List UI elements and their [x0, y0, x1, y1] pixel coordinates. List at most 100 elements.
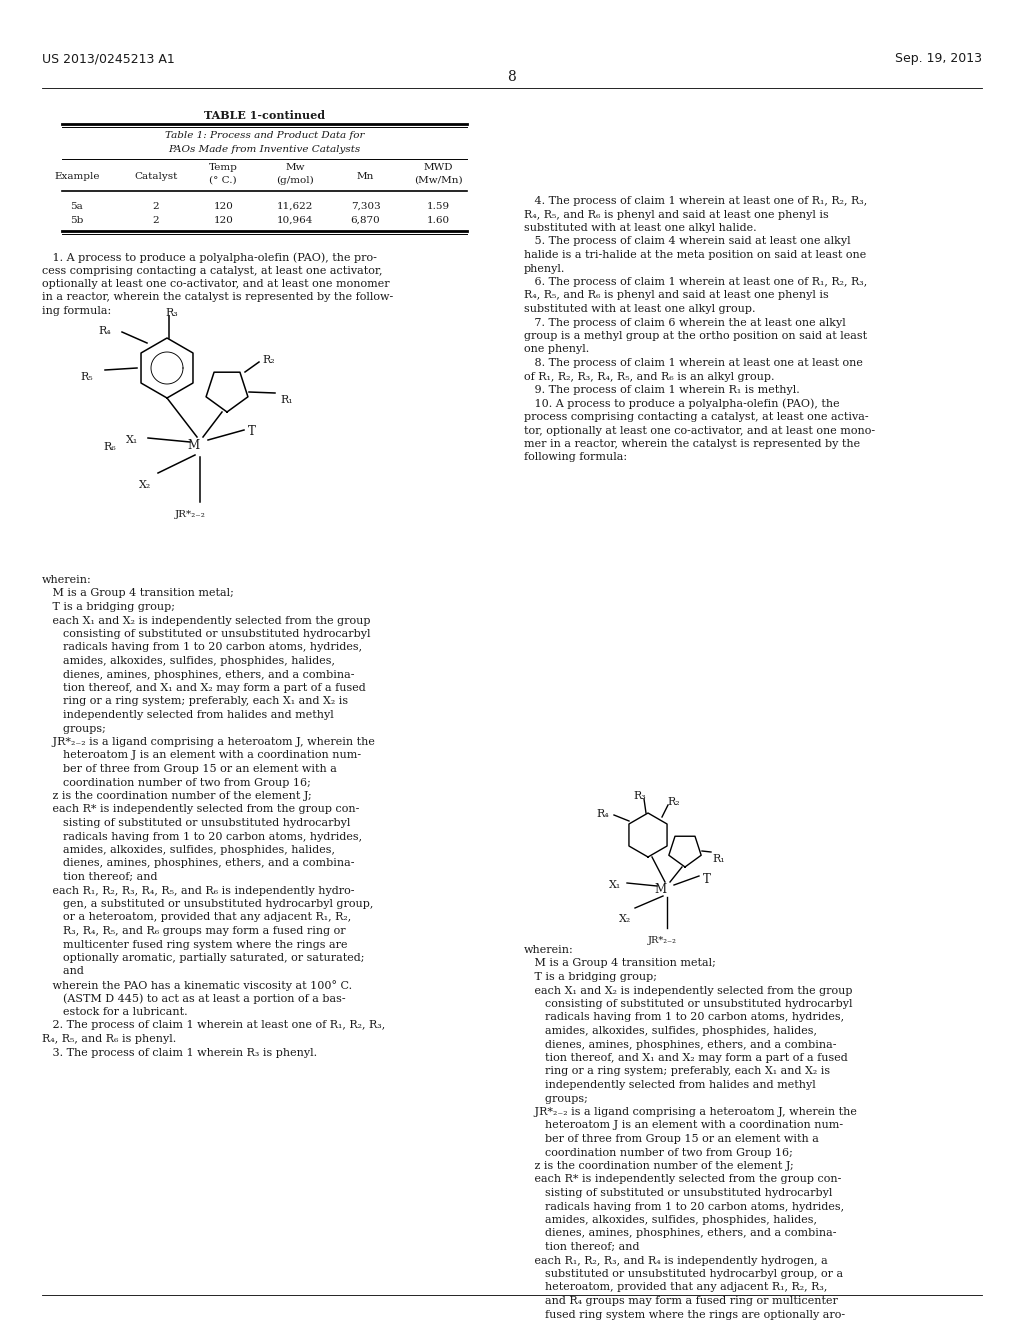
Text: cess comprising contacting a catalyst, at least one activator,: cess comprising contacting a catalyst, a… — [42, 265, 383, 276]
Text: z is the coordination number of the element J;: z is the coordination number of the elem… — [42, 791, 311, 801]
Text: R₄, R₅, and R₆ is phenyl.: R₄, R₅, and R₆ is phenyl. — [42, 1034, 176, 1044]
Text: M is a Group 4 transition metal;: M is a Group 4 transition metal; — [524, 958, 716, 969]
Text: wherein the PAO has a kinematic viscosity at 100° C.: wherein the PAO has a kinematic viscosit… — [42, 979, 352, 991]
Text: ring or a ring system; preferably, each X₁ and X₂ is: ring or a ring system; preferably, each … — [42, 697, 348, 706]
Text: halide is a tri-halide at the meta position on said at least one: halide is a tri-halide at the meta posit… — [524, 249, 866, 260]
Text: Temp: Temp — [209, 162, 238, 172]
Text: R₅: R₅ — [81, 372, 93, 381]
Text: ring or a ring system; preferably, each X₁ and X₂ is: ring or a ring system; preferably, each … — [524, 1067, 830, 1077]
Text: 5. The process of claim 4 wherein said at least one alkyl: 5. The process of claim 4 wherein said a… — [524, 236, 851, 247]
Text: 8. The process of claim 1 wherein at least one at least one: 8. The process of claim 1 wherein at lea… — [524, 358, 863, 368]
Text: tion thereof; and: tion thereof; and — [42, 873, 158, 882]
Text: T is a bridging group;: T is a bridging group; — [42, 602, 175, 612]
Text: 1.60: 1.60 — [427, 216, 450, 224]
Text: radicals having from 1 to 20 carbon atoms, hydrides,: radicals having from 1 to 20 carbon atom… — [524, 1201, 844, 1212]
Text: R₃: R₃ — [634, 791, 646, 801]
Text: R₄, R₅, and R₆ is phenyl and said at least one phenyl is: R₄, R₅, and R₆ is phenyl and said at lea… — [524, 290, 828, 301]
Text: Table 1: Process and Product Data for: Table 1: Process and Product Data for — [165, 131, 365, 140]
Text: dienes, amines, phosphines, ethers, and a combina-: dienes, amines, phosphines, ethers, and … — [524, 1229, 837, 1238]
Text: sisting of substituted or unsubstituted hydrocarbyl: sisting of substituted or unsubstituted … — [42, 818, 350, 828]
Text: M is a Group 4 transition metal;: M is a Group 4 transition metal; — [42, 589, 233, 598]
Text: 6,870: 6,870 — [350, 216, 381, 224]
Text: R₁: R₁ — [281, 395, 293, 405]
Text: M: M — [654, 883, 666, 896]
Text: US 2013/0245213 A1: US 2013/0245213 A1 — [42, 51, 175, 65]
Text: 10. A process to produce a polyalpha-olefin (PAO), the: 10. A process to produce a polyalpha-ole… — [524, 399, 840, 409]
Text: group is a methyl group at the ortho position on said at least: group is a methyl group at the ortho pos… — [524, 331, 867, 341]
Text: of R₁, R₂, R₃, R₄, R₅, and R₆ is an alkyl group.: of R₁, R₂, R₃, R₄, R₅, and R₆ is an alky… — [524, 371, 774, 381]
Text: amides, alkoxides, sulfides, phosphides, halides,: amides, alkoxides, sulfides, phosphides,… — [42, 845, 335, 855]
Text: R₆: R₆ — [103, 442, 117, 451]
Text: wherein:: wherein: — [524, 945, 573, 954]
Text: 7. The process of claim 6 wherein the at least one alkyl: 7. The process of claim 6 wherein the at… — [524, 318, 846, 327]
Text: (° C.): (° C.) — [210, 176, 237, 185]
Text: coordination number of two from Group 16;: coordination number of two from Group 16… — [42, 777, 311, 788]
Text: 7,303: 7,303 — [350, 202, 381, 211]
Text: X₁: X₁ — [609, 880, 622, 890]
Text: T: T — [248, 425, 256, 438]
Text: optionally at least one co-activator, and at least one monomer: optionally at least one co-activator, an… — [42, 279, 389, 289]
Text: amides, alkoxides, sulfides, phosphides, halides,: amides, alkoxides, sulfides, phosphides,… — [42, 656, 335, 667]
Text: 6. The process of claim 1 wherein at least one of R₁, R₂, R₃,: 6. The process of claim 1 wherein at lea… — [524, 277, 867, 286]
Text: dienes, amines, phosphines, ethers, and a combina-: dienes, amines, phosphines, ethers, and … — [42, 669, 354, 680]
Text: groups;: groups; — [524, 1093, 588, 1104]
Text: T: T — [703, 873, 711, 886]
Text: R₁: R₁ — [713, 854, 725, 865]
Text: each R* is independently selected from the group con-: each R* is independently selected from t… — [524, 1175, 842, 1184]
Text: consisting of substituted or unsubstituted hydrocarbyl: consisting of substituted or unsubstitut… — [524, 999, 853, 1008]
Text: ing formula:: ing formula: — [42, 306, 112, 315]
Text: substituted with at least one alkyl halide.: substituted with at least one alkyl hali… — [524, 223, 757, 234]
Text: one phenyl.: one phenyl. — [524, 345, 589, 355]
Text: M: M — [187, 440, 199, 451]
Text: (g/mol): (g/mol) — [276, 176, 313, 185]
Text: MWD: MWD — [424, 162, 453, 172]
Text: PAOs Made from Inventive Catalysts: PAOs Made from Inventive Catalysts — [168, 145, 360, 154]
Text: dienes, amines, phosphines, ethers, and a combina-: dienes, amines, phosphines, ethers, and … — [42, 858, 354, 869]
Text: JR*₂₋₂ is a ligand comprising a heteroatom J, wherein the: JR*₂₋₂ is a ligand comprising a heteroat… — [42, 737, 375, 747]
Text: 120: 120 — [213, 216, 233, 224]
Text: phenyl.: phenyl. — [524, 264, 565, 273]
Text: in a reactor, wherein the catalyst is represented by the follow-: in a reactor, wherein the catalyst is re… — [42, 293, 393, 302]
Text: R₃, R₄, R₅, and R₆ groups may form a fused ring or: R₃, R₄, R₅, and R₆ groups may form a fus… — [42, 927, 346, 936]
Text: TABLE 1-continued: TABLE 1-continued — [204, 110, 325, 121]
Text: estock for a lubricant.: estock for a lubricant. — [42, 1007, 187, 1016]
Text: 9. The process of claim 1 wherein R₁ is methyl.: 9. The process of claim 1 wherein R₁ is … — [524, 385, 800, 395]
Text: and: and — [42, 966, 84, 977]
Text: Mw: Mw — [285, 162, 305, 172]
Text: independently selected from halides and methyl: independently selected from halides and … — [42, 710, 334, 719]
Text: or a heteroatom, provided that any adjacent R₁, R₂,: or a heteroatom, provided that any adjac… — [42, 912, 351, 923]
Text: (Mw/Mn): (Mw/Mn) — [414, 176, 463, 185]
Text: R₂: R₂ — [668, 797, 680, 807]
Text: substituted with at least one alkyl group.: substituted with at least one alkyl grou… — [524, 304, 756, 314]
Text: 5a: 5a — [71, 202, 83, 211]
Text: coordination number of two from Group 16;: coordination number of two from Group 16… — [524, 1147, 793, 1158]
Text: 11,622: 11,622 — [276, 202, 313, 211]
Text: process comprising contacting a catalyst, at least one activa-: process comprising contacting a catalyst… — [524, 412, 868, 422]
Text: heteroatom J is an element with a coordination num-: heteroatom J is an element with a coordi… — [524, 1121, 843, 1130]
Text: Example: Example — [54, 172, 99, 181]
Text: X₂: X₂ — [618, 913, 631, 924]
Text: R₄: R₄ — [98, 326, 112, 337]
Text: following formula:: following formula: — [524, 453, 627, 462]
Text: ber of three from Group 15 or an element with a: ber of three from Group 15 or an element… — [524, 1134, 819, 1144]
Text: 120: 120 — [213, 202, 233, 211]
Text: 2: 2 — [153, 216, 159, 224]
Text: X₁: X₁ — [126, 436, 138, 445]
Text: JR*₂₋₂: JR*₂₋₂ — [647, 936, 677, 945]
Text: heteroatom, provided that any adjacent R₁, R₂, R₃,: heteroatom, provided that any adjacent R… — [524, 1283, 827, 1292]
Text: R₂: R₂ — [263, 355, 275, 366]
Text: 1.59: 1.59 — [427, 202, 450, 211]
Text: Mn: Mn — [357, 172, 374, 181]
Text: each X₁ and X₂ is independently selected from the group: each X₁ and X₂ is independently selected… — [524, 986, 853, 995]
Text: tion thereof, and X₁ and X₂ may form a part of a fused: tion thereof, and X₁ and X₂ may form a p… — [42, 682, 366, 693]
Text: 1. A process to produce a polyalpha-olefin (PAO), the pro-: 1. A process to produce a polyalpha-olef… — [42, 252, 377, 263]
Text: tion thereof; and: tion thereof; and — [524, 1242, 640, 1251]
Text: and R₄ groups may form a fused ring or multicenter: and R₄ groups may form a fused ring or m… — [524, 1296, 838, 1305]
Text: 4. The process of claim 1 wherein at least one of R₁, R₂, R₃,: 4. The process of claim 1 wherein at lea… — [524, 195, 867, 206]
Text: groups;: groups; — [42, 723, 105, 734]
Text: 3. The process of claim 1 wherein R₃ is phenyl.: 3. The process of claim 1 wherein R₃ is … — [42, 1048, 317, 1057]
Text: radicals having from 1 to 20 carbon atoms, hydrides,: radicals having from 1 to 20 carbon atom… — [524, 1012, 844, 1023]
Text: tor, optionally at least one co-activator, and at least one mono-: tor, optionally at least one co-activato… — [524, 425, 876, 436]
Text: radicals having from 1 to 20 carbon atoms, hydrides,: radicals having from 1 to 20 carbon atom… — [42, 832, 362, 842]
Text: X₂: X₂ — [139, 480, 152, 490]
